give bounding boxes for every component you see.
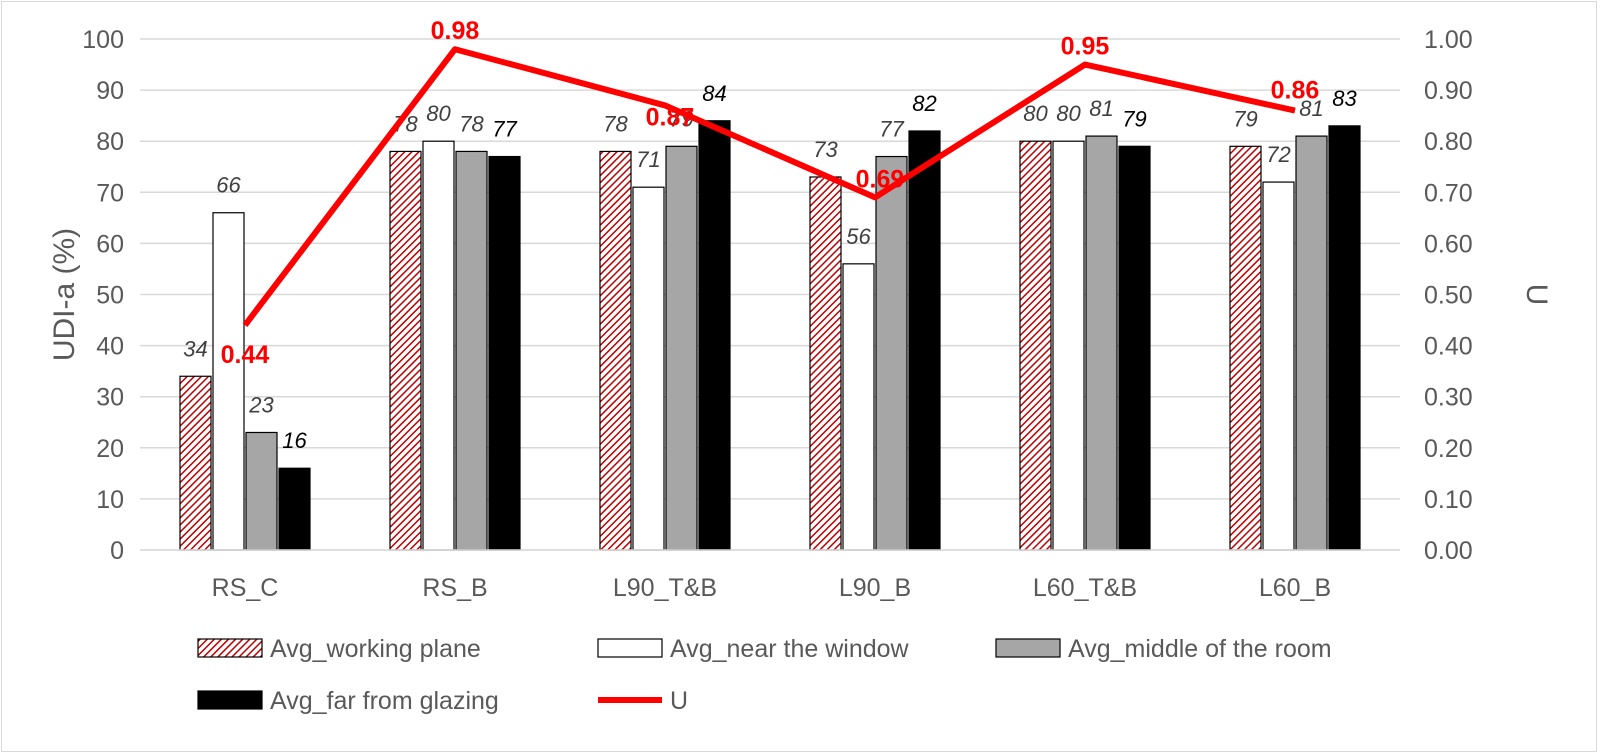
bar <box>422 140 455 551</box>
y2-tick-label: 0.80 <box>1424 128 1473 156</box>
y-tick-label: 90 <box>96 77 124 105</box>
y-tick-label: 0 <box>110 537 124 565</box>
x-tick-label: L90_T&B <box>613 574 717 602</box>
bar-data-label: 71 <box>636 147 660 172</box>
bar-data-label: 77 <box>492 117 517 142</box>
y2-axis-title: U <box>1520 284 1553 306</box>
bar-data-label: 81 <box>1089 96 1113 121</box>
y-tick-label: 50 <box>96 282 124 310</box>
bar-data-label: 78 <box>603 111 628 136</box>
bar-data-label: 83 <box>1332 86 1357 111</box>
bar <box>1085 135 1118 551</box>
y2-tick-label: 0.40 <box>1424 333 1473 361</box>
bar <box>1295 135 1328 551</box>
bar <box>842 263 875 551</box>
x-tick-label: RS_C <box>212 574 279 602</box>
y-tick-label: 70 <box>96 179 124 207</box>
y-tick-label: 40 <box>96 333 124 361</box>
bar-data-label: 82 <box>912 91 936 116</box>
bar <box>665 145 698 551</box>
bar <box>875 155 908 551</box>
y-tick-label: 80 <box>96 128 124 156</box>
y-axis-title: UDI-a (%) <box>48 228 81 361</box>
legend-label: Avg_far from glazing <box>270 687 499 715</box>
bar-data-label: 80 <box>1056 101 1081 126</box>
u-data-label: 0.44 <box>221 341 270 369</box>
bar <box>179 375 212 551</box>
x-tick-label: L60_B <box>1259 574 1331 602</box>
bar-data-label: 80 <box>1023 101 1048 126</box>
bar-data-label: 34 <box>183 336 207 361</box>
bar-data-label: 16 <box>282 428 307 453</box>
legend-swatch <box>197 690 263 710</box>
bar-data-label: 23 <box>248 392 274 417</box>
bar <box>1052 140 1085 551</box>
bar-data-label: 78 <box>459 111 484 136</box>
bar-data-label: 79 <box>1122 106 1146 131</box>
y2-tick-label: 0.90 <box>1424 77 1473 105</box>
bar <box>1019 140 1052 551</box>
bar-data-label: 79 <box>1233 106 1257 131</box>
y-tick-label: 30 <box>96 384 124 412</box>
bar <box>698 120 731 551</box>
bar <box>1118 145 1151 551</box>
y2-tick-label: 0.70 <box>1424 179 1473 207</box>
y2-tick-label: 0.60 <box>1424 230 1473 258</box>
bar <box>455 150 488 551</box>
bar-data-label: 77 <box>879 117 904 142</box>
legend-swatch <box>197 638 263 658</box>
bar <box>908 130 941 551</box>
u-data-label: 0.86 <box>1271 77 1320 105</box>
bar <box>212 212 245 551</box>
bar-data-label: 73 <box>813 137 838 162</box>
y-tick-label: 20 <box>96 435 124 463</box>
y-tick-label: 60 <box>96 230 124 258</box>
bar <box>278 467 311 551</box>
y2-tick-label: 1.00 <box>1424 26 1473 54</box>
x-tick-label: L90_B <box>839 574 911 602</box>
bar <box>488 155 521 551</box>
y2-tick-label: 0.00 <box>1424 537 1473 565</box>
u-data-label: 0.69 <box>856 165 905 193</box>
bar-data-label: 81 <box>1299 96 1323 121</box>
bar <box>632 186 665 551</box>
legend-swatch <box>597 638 663 658</box>
bar-data-label: 66 <box>216 173 241 198</box>
u-data-label: 0.98 <box>431 17 480 45</box>
legend-label: Avg_middle of the room <box>1068 635 1332 663</box>
y2-tick-label: 0.20 <box>1424 435 1473 463</box>
legend-swatch <box>995 638 1061 658</box>
y-tick-label: 100 <box>82 26 124 54</box>
bar <box>1262 181 1295 551</box>
bar-data-label: 72 <box>1266 142 1290 167</box>
u-series-line <box>242 46 1296 327</box>
legend-label: U <box>670 687 688 715</box>
legend-label: Avg_near the window <box>670 635 910 663</box>
bar-data-label: 56 <box>846 224 871 249</box>
x-tick-label: L60_T&B <box>1033 574 1137 602</box>
bar <box>809 176 842 551</box>
y2-tick-label: 0.30 <box>1424 384 1473 412</box>
legend-label: Avg_working plane <box>270 635 481 663</box>
y-tick-label: 10 <box>96 486 124 514</box>
y2-tick-label: 0.50 <box>1424 282 1473 310</box>
bar <box>389 150 422 551</box>
bar-data-label: 84 <box>702 81 726 106</box>
bar <box>599 150 632 551</box>
bar <box>245 431 278 551</box>
u-data-label: 0.87 <box>646 103 695 131</box>
x-tick-label: RS_B <box>422 574 487 602</box>
bar <box>1229 145 1262 551</box>
u-data-label: 0.95 <box>1061 33 1110 61</box>
y2-tick-label: 0.10 <box>1424 486 1473 514</box>
bar <box>1328 125 1361 551</box>
bar-data-label: 80 <box>426 101 451 126</box>
